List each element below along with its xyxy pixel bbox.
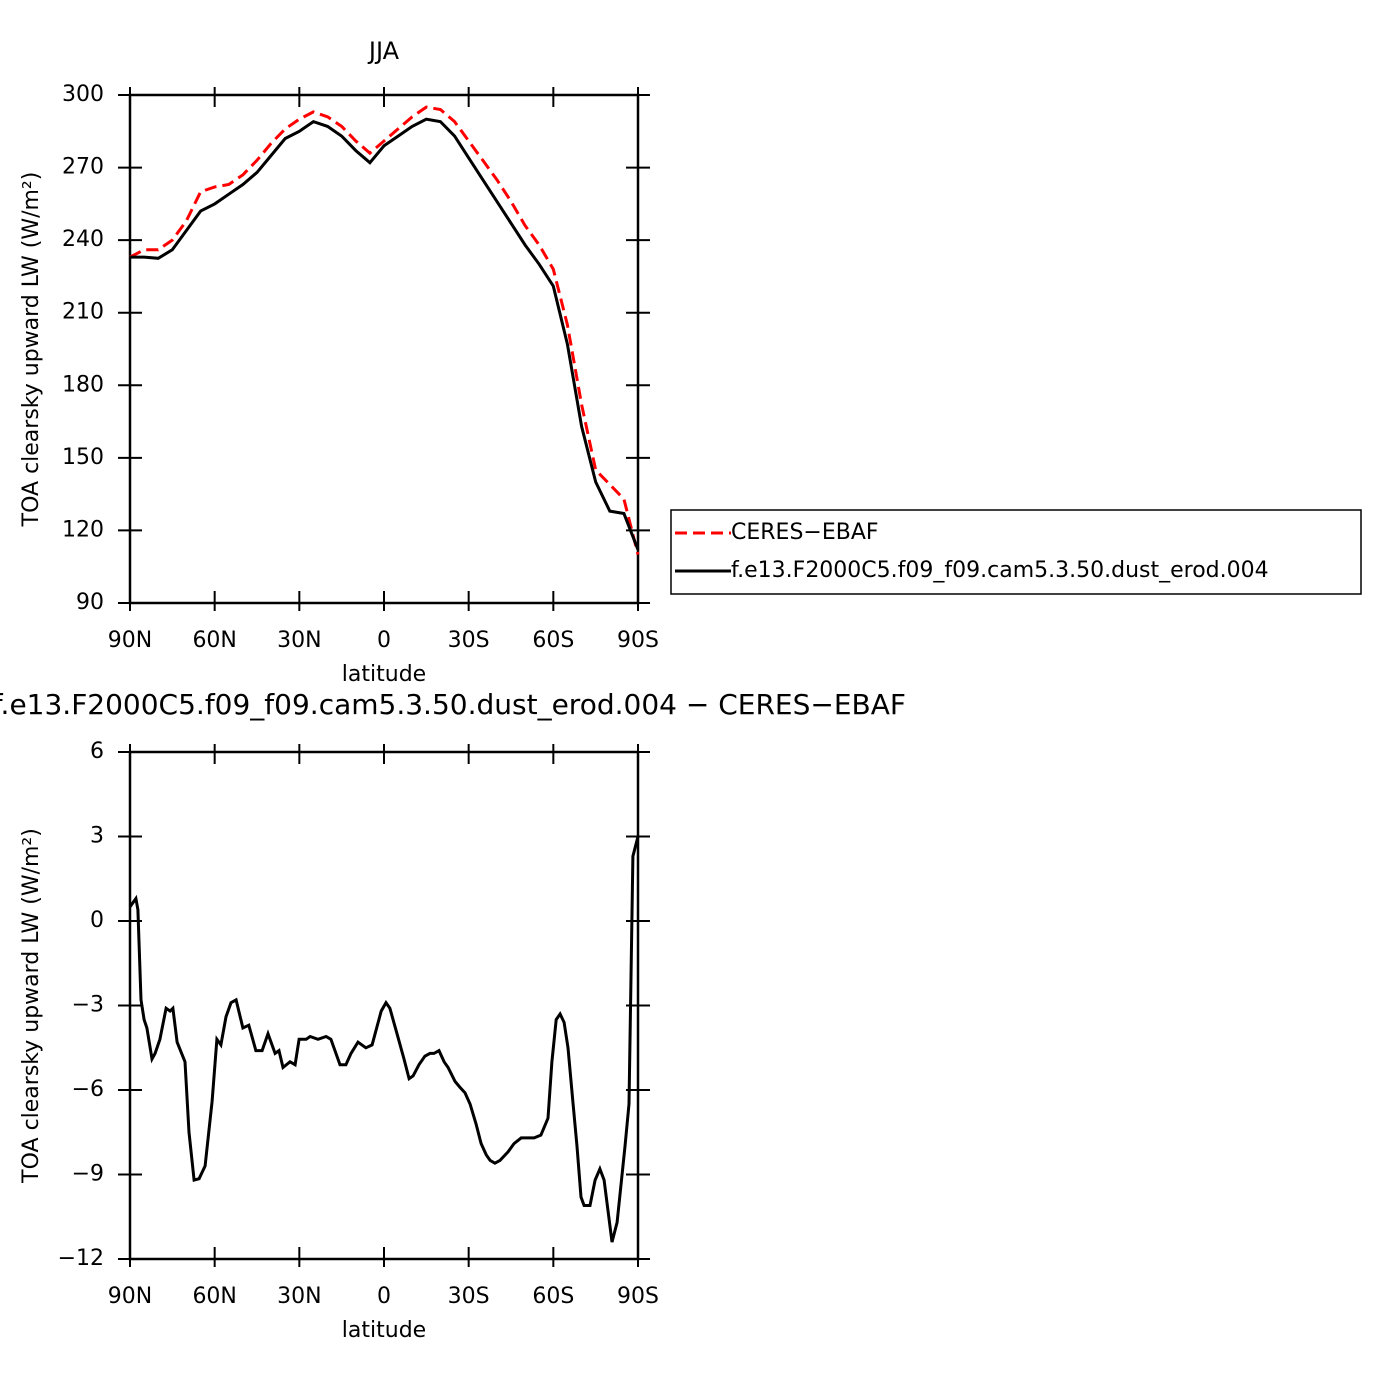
x-tick-label: 60N <box>192 628 236 653</box>
x-tick-label: 0 <box>377 1284 391 1309</box>
x-tick-label: 90S <box>617 1284 659 1309</box>
y-tick-label: 270 <box>62 155 104 180</box>
plot-frame <box>128 750 640 1261</box>
x-tick-label: 60S <box>532 1284 574 1309</box>
x-tick-label: 60S <box>532 628 574 653</box>
y-tick-label: 210 <box>62 300 104 325</box>
y-tick-label: 180 <box>62 372 104 397</box>
x-tick-label: 30S <box>448 628 490 653</box>
y-axis-label: TOA clearsky upward LW (W/m²) <box>19 828 44 1184</box>
y-tick-label: 90 <box>76 590 104 615</box>
chart-title: JJA <box>367 37 400 65</box>
legend-label: f.e13.F2000C5.f09_f09.cam5.3.50.dust_ero… <box>731 558 1269 583</box>
y-tick-label: 150 <box>62 445 104 470</box>
x-tick-label: 30N <box>277 628 321 653</box>
legend-label: CERES−EBAF <box>731 520 879 545</box>
y-tick-label: −3 <box>72 993 104 1018</box>
x-tick-label: 90S <box>617 628 659 653</box>
y-tick-label: 240 <box>62 227 104 252</box>
data-line <box>128 836 640 1243</box>
x-tick-label: 60N <box>192 1284 236 1309</box>
y-tick-label: −12 <box>58 1246 104 1271</box>
x-tick-label: 0 <box>377 628 391 653</box>
x-tick-label: 90N <box>108 628 152 653</box>
x-tick-label: 30N <box>277 1284 321 1309</box>
y-tick-label: 300 <box>62 82 104 107</box>
y-axis-label: TOA clearsky upward LW (W/m²) <box>19 172 44 528</box>
x-axis-label: latitude <box>342 662 426 687</box>
y-tick-label: −9 <box>72 1162 104 1187</box>
plot-frame <box>128 93 640 605</box>
legend-box <box>670 509 1362 595</box>
y-tick-label: 0 <box>90 908 104 933</box>
chart-title: f.e13.F2000C5.f09_f09.cam5.3.50.dust_ero… <box>0 688 906 721</box>
data-line <box>129 105 640 555</box>
y-tick-label: 3 <box>90 824 104 849</box>
x-tick-label: 30S <box>448 1284 490 1309</box>
data-line <box>130 117 640 551</box>
x-tick-label: 90N <box>108 1284 152 1309</box>
y-tick-label: 6 <box>90 739 104 764</box>
y-tick-label: 120 <box>62 517 104 542</box>
y-tick-label: −6 <box>72 1077 104 1102</box>
x-axis-label: latitude <box>342 1318 426 1343</box>
